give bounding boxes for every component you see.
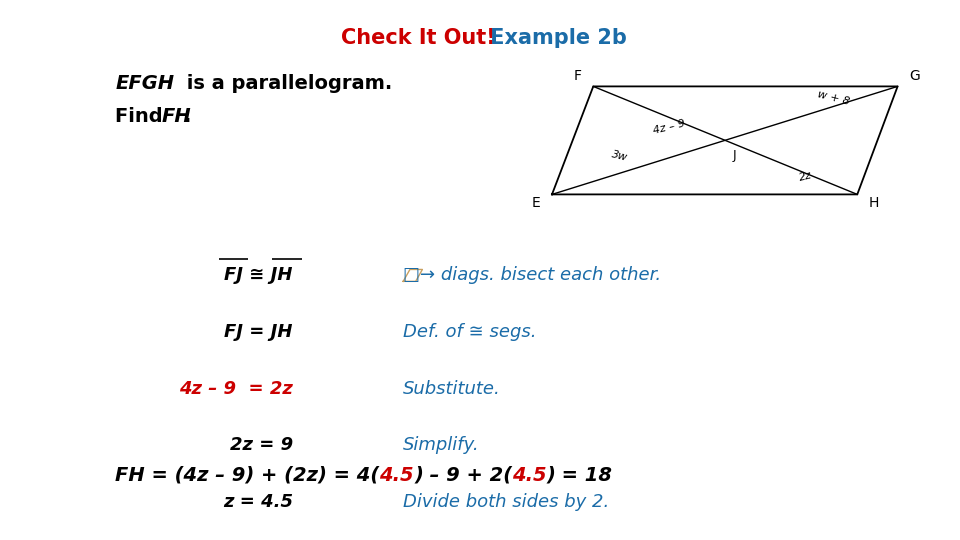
Text: z = 4.5: z = 4.5	[223, 493, 293, 511]
Text: 2z = 9: 2z = 9	[229, 436, 293, 455]
Text: E: E	[532, 197, 540, 211]
Text: G: G	[909, 69, 920, 83]
Text: H: H	[869, 197, 879, 211]
Text: FJ ≅ JH: FJ ≅ JH	[225, 266, 293, 285]
Text: Example 2b: Example 2b	[483, 28, 627, 48]
Text: Check It Out!: Check It Out!	[341, 28, 495, 48]
Text: J: J	[733, 148, 736, 161]
Text: ) – 9 + 2(: ) – 9 + 2(	[414, 465, 513, 485]
Text: 3w: 3w	[611, 150, 629, 163]
Text: □→ diags. bisect each other.: □→ diags. bisect each other.	[403, 266, 661, 285]
Text: 4z – 9  = 2z: 4z – 9 = 2z	[179, 380, 293, 398]
Text: FH: FH	[161, 106, 191, 126]
Text: 2z: 2z	[798, 170, 813, 183]
Text: Simplify.: Simplify.	[403, 436, 480, 455]
Text: EFGH: EFGH	[115, 74, 175, 93]
Text: ) = 18: ) = 18	[547, 465, 612, 485]
Text: Def. of ≅ segs.: Def. of ≅ segs.	[403, 323, 537, 341]
Text: Find: Find	[115, 106, 170, 126]
Text: FH = (4z – 9) + (2z) = 4(: FH = (4z – 9) + (2z) = 4(	[115, 465, 379, 485]
Text: FJ = JH: FJ = JH	[225, 323, 293, 341]
Text: Substitute.: Substitute.	[403, 380, 501, 398]
Text: F: F	[574, 69, 582, 83]
Text: is a parallelogram.: is a parallelogram.	[180, 74, 393, 93]
Text: 4z – 9: 4z – 9	[652, 119, 686, 137]
Text: Divide both sides by 2.: Divide both sides by 2.	[403, 493, 610, 511]
Text: w + 8: w + 8	[816, 89, 851, 107]
Text: 4.5: 4.5	[379, 465, 414, 485]
Text: .: .	[184, 106, 192, 126]
Text: 4.5: 4.5	[513, 465, 547, 485]
